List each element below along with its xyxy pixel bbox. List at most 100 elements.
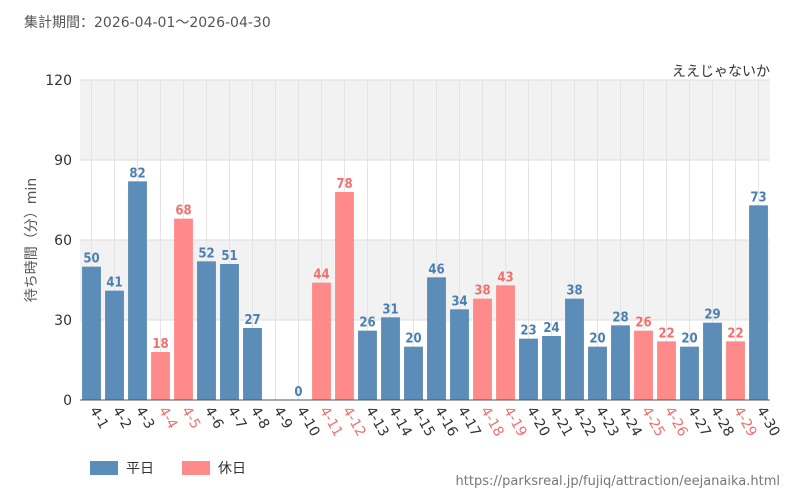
data-label-4-4: 18 bbox=[152, 337, 168, 352]
bar-4-1 bbox=[82, 266, 101, 400]
bar-4-6 bbox=[197, 261, 216, 400]
x-tick-label-4-15: 4-15 bbox=[408, 404, 438, 440]
plot-band bbox=[80, 160, 770, 240]
x-tick-labels: 4-14-24-34-44-54-64-74-84-94-104-114-124… bbox=[86, 404, 783, 440]
bar-4-21 bbox=[542, 336, 561, 400]
chart-title: ええじゃないか bbox=[672, 64, 770, 80]
y-tick-label: 60 bbox=[54, 233, 72, 249]
bar-4-13 bbox=[358, 330, 377, 400]
data-label-4-8: 27 bbox=[244, 313, 260, 328]
period-label: 集計期間：2026-04-01～2026-04-30 bbox=[24, 15, 271, 31]
bar-4-5 bbox=[174, 218, 193, 400]
x-tick-label-4-30: 4-30 bbox=[753, 404, 783, 440]
x-tick-label-4-21: 4-21 bbox=[546, 404, 576, 440]
legend-item-weekday: 平日 bbox=[90, 458, 154, 478]
x-tick-label-4-9: 4-9 bbox=[270, 404, 295, 432]
data-label-4-11: 44 bbox=[313, 268, 329, 283]
data-label-4-22: 38 bbox=[566, 284, 582, 299]
data-label-4-10: 0 bbox=[294, 385, 302, 400]
bar-4-27 bbox=[680, 346, 699, 400]
legend-item-holiday: 休日 bbox=[182, 458, 246, 478]
data-label-4-13: 26 bbox=[359, 316, 375, 331]
bar-4-17 bbox=[450, 309, 469, 400]
bar-4-22 bbox=[565, 298, 584, 400]
horizontal-gridlines bbox=[80, 79, 770, 321]
x-tick-label-4-17: 4-17 bbox=[454, 404, 484, 440]
x-tick-label-4-20: 4-20 bbox=[523, 404, 553, 440]
legend: 平日 休日 bbox=[90, 458, 246, 478]
data-label-4-5: 68 bbox=[175, 204, 191, 219]
data-label-4-28: 29 bbox=[704, 308, 720, 323]
x-tick-label-4-14: 4-14 bbox=[385, 404, 415, 440]
plot-band bbox=[80, 320, 770, 400]
bar-4-18 bbox=[473, 298, 492, 400]
x-tick-label-4-24: 4-24 bbox=[615, 404, 645, 440]
source-url: https://parksreal.jp/fujiq/attraction/ee… bbox=[455, 474, 780, 489]
x-tick-label-4-22: 4-22 bbox=[569, 404, 599, 440]
plot-band bbox=[80, 240, 770, 320]
data-label-4-21: 24 bbox=[543, 321, 559, 336]
data-label-4-27: 20 bbox=[681, 332, 697, 347]
bar-4-14 bbox=[381, 317, 400, 400]
data-label-4-23: 20 bbox=[589, 332, 605, 347]
bar-4-16 bbox=[427, 277, 446, 400]
y-tick-label: 120 bbox=[45, 73, 72, 89]
x-tick-label-4-8: 4-8 bbox=[247, 404, 272, 432]
y-tick-label: 30 bbox=[54, 313, 72, 329]
data-label-4-19: 43 bbox=[497, 270, 513, 285]
x-tick-label-4-28: 4-28 bbox=[707, 404, 737, 440]
bar-4-29 bbox=[726, 341, 745, 400]
legend-swatch-holiday bbox=[182, 461, 210, 475]
x-tick-label-4-26: 4-26 bbox=[661, 404, 691, 440]
bar-4-24 bbox=[611, 325, 630, 400]
x-tick-label-4-18: 4-18 bbox=[477, 404, 507, 440]
data-label-4-3: 82 bbox=[129, 166, 145, 181]
bar-4-26 bbox=[657, 341, 676, 400]
bar-4-25 bbox=[634, 330, 653, 400]
data-label-4-14: 31 bbox=[382, 302, 398, 317]
x-tick-label-4-11: 4-11 bbox=[316, 404, 346, 440]
bar-4-7 bbox=[220, 264, 239, 400]
y-tick-label: 0 bbox=[63, 393, 72, 409]
bar-4-23 bbox=[588, 346, 607, 400]
data-label-4-24: 28 bbox=[612, 310, 628, 325]
legend-swatch-weekday bbox=[90, 461, 118, 475]
x-tick-label-4-29: 4-29 bbox=[730, 404, 760, 440]
data-labels-layer: 50 41 82 18 68 52 51 27 0 44 78 26 31 20 46 34 38 43 23 24 3… bbox=[83, 166, 766, 400]
data-label-4-20: 23 bbox=[520, 324, 536, 339]
data-label-4-12: 78 bbox=[336, 177, 352, 192]
bar-4-8 bbox=[243, 328, 262, 400]
x-tick-label-4-27: 4-27 bbox=[684, 404, 714, 440]
data-label-4-17: 34 bbox=[451, 294, 467, 309]
x-tick-label-4-12: 4-12 bbox=[339, 404, 369, 440]
data-label-4-25: 26 bbox=[635, 316, 651, 331]
legend-label-holiday: 休日 bbox=[218, 461, 246, 477]
bar-4-2 bbox=[105, 290, 124, 400]
data-label-4-26: 22 bbox=[658, 326, 674, 341]
bar-4-3 bbox=[128, 181, 147, 400]
bar-4-30 bbox=[749, 205, 768, 400]
data-label-4-15: 20 bbox=[405, 332, 421, 347]
x-tick-label-4-1: 4-1 bbox=[86, 404, 111, 432]
bars-layer bbox=[82, 181, 768, 400]
bar-4-20 bbox=[519, 338, 538, 400]
bar-4-15 bbox=[404, 346, 423, 400]
x-tick-label-4-6: 4-6 bbox=[201, 404, 226, 432]
x-tick-label-4-10: 4-10 bbox=[293, 404, 323, 440]
plot-background-bands bbox=[80, 80, 770, 400]
x-tick-label-4-25: 4-25 bbox=[638, 404, 668, 440]
data-label-4-1: 50 bbox=[83, 252, 99, 267]
bar-4-11 bbox=[312, 282, 331, 400]
data-label-4-18: 38 bbox=[474, 284, 490, 299]
x-tick-label-4-19: 4-19 bbox=[500, 404, 530, 440]
y-tick-label: 90 bbox=[54, 153, 72, 169]
data-label-4-30: 73 bbox=[750, 190, 766, 205]
x-tick-label-4-2: 4-2 bbox=[109, 404, 134, 432]
x-tick-label-4-3: 4-3 bbox=[132, 404, 157, 432]
bar-4-4 bbox=[151, 352, 170, 400]
data-label-4-7: 51 bbox=[221, 249, 237, 264]
x-tick-label-4-16: 4-16 bbox=[431, 404, 461, 440]
legend-label-weekday: 平日 bbox=[126, 461, 154, 477]
y-axis-label: 待ち時間（分）min bbox=[24, 178, 40, 302]
